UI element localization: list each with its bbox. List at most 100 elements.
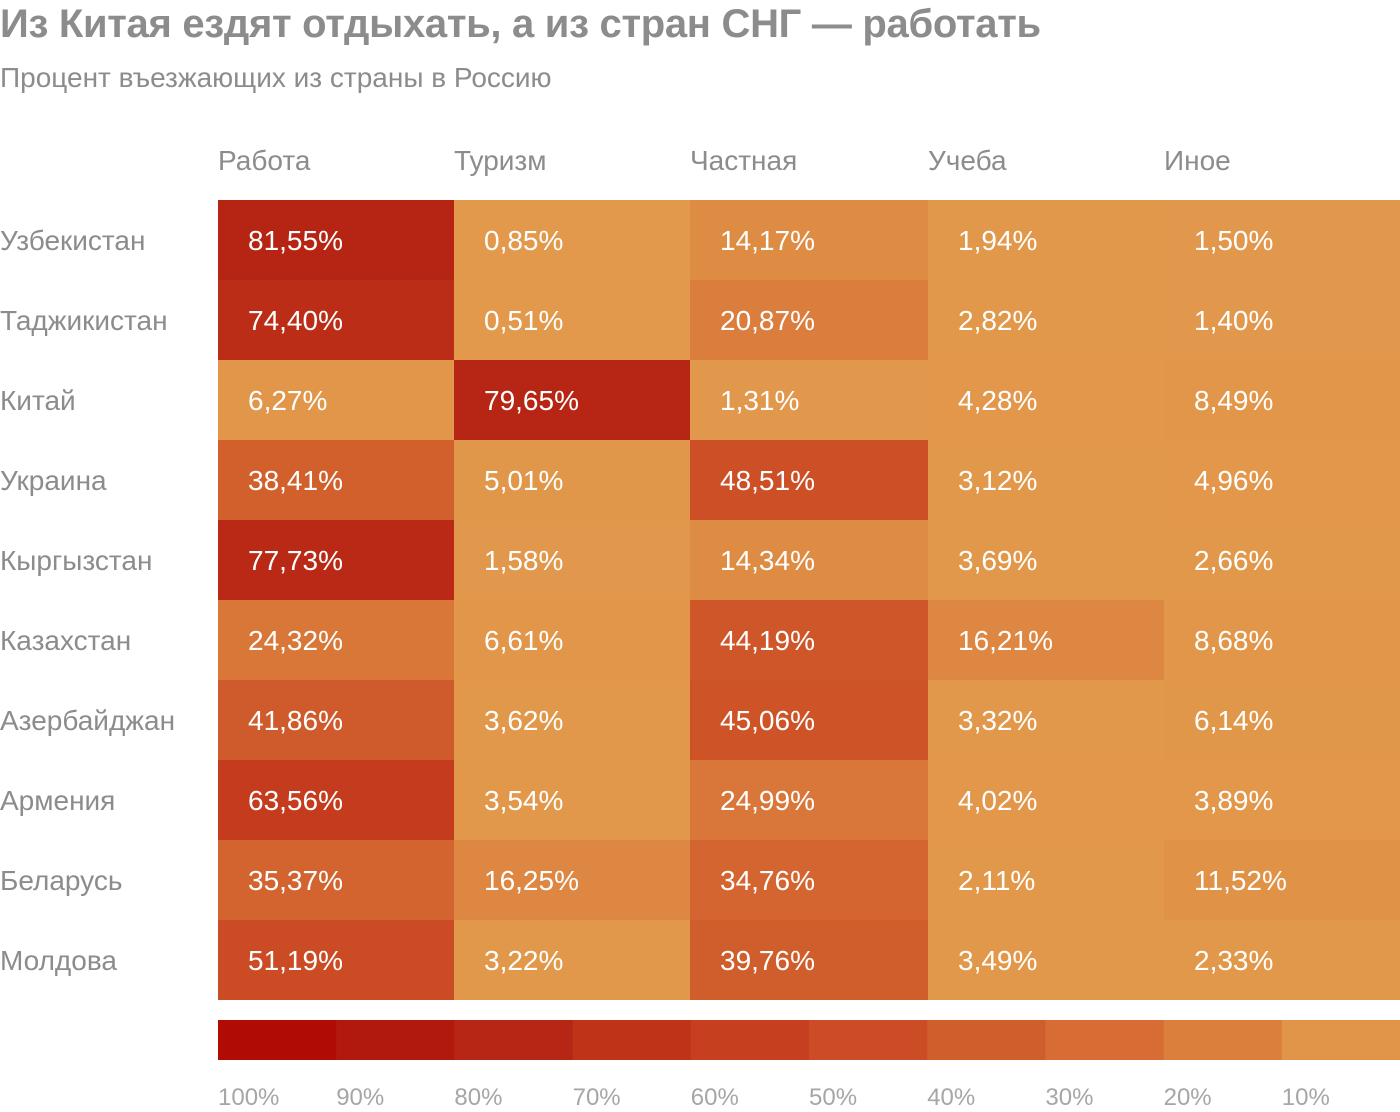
heatmap-cell <box>690 840 928 920</box>
heatmap-cell <box>1164 280 1400 360</box>
heatmap-cell <box>1164 680 1400 760</box>
heatmap-cell <box>690 680 928 760</box>
heatmap-cell <box>690 360 928 440</box>
legend-tick-label: 40% <box>927 1084 975 1111</box>
heatmap-cell <box>928 920 1164 1000</box>
row-label-8: Армения <box>0 785 115 816</box>
heatmap-cell <box>928 680 1164 760</box>
heatmap-cell <box>928 280 1164 360</box>
cell-value-label: 74,40% <box>248 305 343 336</box>
heatmap-cell <box>690 520 928 600</box>
cell-value-label: 44,19% <box>720 625 815 656</box>
heatmap-cell <box>454 440 690 520</box>
row-label-2: Таджикистан <box>0 305 168 336</box>
cell-value-label: 16,21% <box>958 625 1053 656</box>
heatmap-cell <box>1164 360 1400 440</box>
cell-value-label: 4,02% <box>958 785 1037 816</box>
cell-value-label: 3,32% <box>958 705 1037 736</box>
row-label-5: Кыргызстан <box>0 545 152 576</box>
heatmap-cell <box>454 520 690 600</box>
heatmap-cell <box>218 280 454 360</box>
cell-value-label: 35,37% <box>248 865 343 896</box>
row-label-1: Узбекистан <box>0 225 145 256</box>
column-header-1: Работа <box>218 145 311 176</box>
cell-value-label: 1,58% <box>484 545 563 576</box>
heatmap-cell <box>218 520 454 600</box>
heatmap-cell <box>1164 520 1400 600</box>
cell-value-label: 20,87% <box>720 305 815 336</box>
heatmap-cell <box>454 280 690 360</box>
cell-value-label: 81,55% <box>248 225 343 256</box>
cell-value-label: 48,51% <box>720 465 815 496</box>
heatmap-cell <box>218 200 454 280</box>
heatmap-cell <box>454 600 690 680</box>
cell-value-label: 6,27% <box>248 385 327 416</box>
heatmap-cell <box>1164 760 1400 840</box>
cell-value-label: 6,61% <box>484 625 563 656</box>
heatmap-cell <box>454 200 690 280</box>
cell-value-label: 3,49% <box>958 945 1037 976</box>
row-label-7: Азербайджан <box>0 705 175 736</box>
cell-value-label: 41,86% <box>248 705 343 736</box>
cell-value-label: 2,66% <box>1194 545 1273 576</box>
cell-value-label: 4,96% <box>1194 465 1273 496</box>
legend-tick-label: 60% <box>691 1084 739 1111</box>
cell-value-label: 3,89% <box>1194 785 1273 816</box>
heatmap-cell <box>218 760 454 840</box>
legend-swatch <box>927 1020 1046 1060</box>
cell-value-label: 3,69% <box>958 545 1037 576</box>
legend-tick-label: 30% <box>1045 1084 1093 1111</box>
legend-swatch <box>218 1020 337 1060</box>
column-header-2: Туризм <box>454 145 547 176</box>
heatmap-cell <box>218 440 454 520</box>
row-label-3: Китай <box>0 385 76 416</box>
cell-value-label: 34,76% <box>720 865 815 896</box>
heatmap-cell <box>1164 600 1400 680</box>
heatmap-cell <box>454 360 690 440</box>
heatmap-cell <box>928 360 1164 440</box>
heatmap-cell <box>928 840 1164 920</box>
heatmap-cell <box>690 760 928 840</box>
heatmap-cell <box>1164 920 1400 1000</box>
cell-value-label: 2,82% <box>958 305 1037 336</box>
cell-value-label: 8,68% <box>1194 625 1273 656</box>
heatmap-cell <box>1164 440 1400 520</box>
heatmap-cell <box>1164 840 1400 920</box>
legend-tick-label: 20% <box>1164 1084 1212 1111</box>
legend-tick-label: 10% <box>1282 1084 1330 1111</box>
cell-value-label: 4,28% <box>958 385 1037 416</box>
cell-value-label: 6,14% <box>1194 705 1273 736</box>
heatmap-cell <box>218 840 454 920</box>
cell-value-label: 0,51% <box>484 305 563 336</box>
heatmap-cell <box>454 760 690 840</box>
cell-value-label: 39,76% <box>720 945 815 976</box>
column-header-3: Частная <box>690 145 797 176</box>
heatmap-cell <box>928 760 1164 840</box>
cell-value-label: 77,73% <box>248 545 343 576</box>
cell-value-label: 14,17% <box>720 225 815 256</box>
cell-value-label: 2,11% <box>958 865 1035 896</box>
heatmap-cell <box>218 360 454 440</box>
cell-value-label: 51,19% <box>248 945 343 976</box>
heatmap-cell <box>454 680 690 760</box>
row-label-9: Беларусь <box>0 865 122 896</box>
cell-value-label: 1,50% <box>1194 225 1273 256</box>
chart-subtitle: Процент въезжающих из страны в Россию <box>0 62 552 93</box>
column-header-5: Иное <box>1164 145 1231 176</box>
cell-value-label: 0,85% <box>484 225 563 256</box>
row-label-4: Украина <box>0 465 107 496</box>
chart-title: Из Китая ездят отдыхать, а из стран СНГ … <box>0 2 1041 46</box>
cell-value-label: 3,62% <box>484 705 563 736</box>
heatmap-cell <box>454 840 690 920</box>
cell-value-label: 3,22% <box>484 945 563 976</box>
legend-swatch <box>690 1020 810 1060</box>
cell-value-label: 1,31% <box>720 385 799 416</box>
cell-value-label: 24,32% <box>248 625 343 656</box>
cell-value-label: 14,34% <box>720 545 815 576</box>
heatmap-cell <box>690 200 928 280</box>
heatmap-cell <box>690 600 928 680</box>
legend-swatch <box>1281 1020 1400 1060</box>
heatmap-cell <box>218 680 454 760</box>
legend-swatch <box>336 1020 455 1060</box>
